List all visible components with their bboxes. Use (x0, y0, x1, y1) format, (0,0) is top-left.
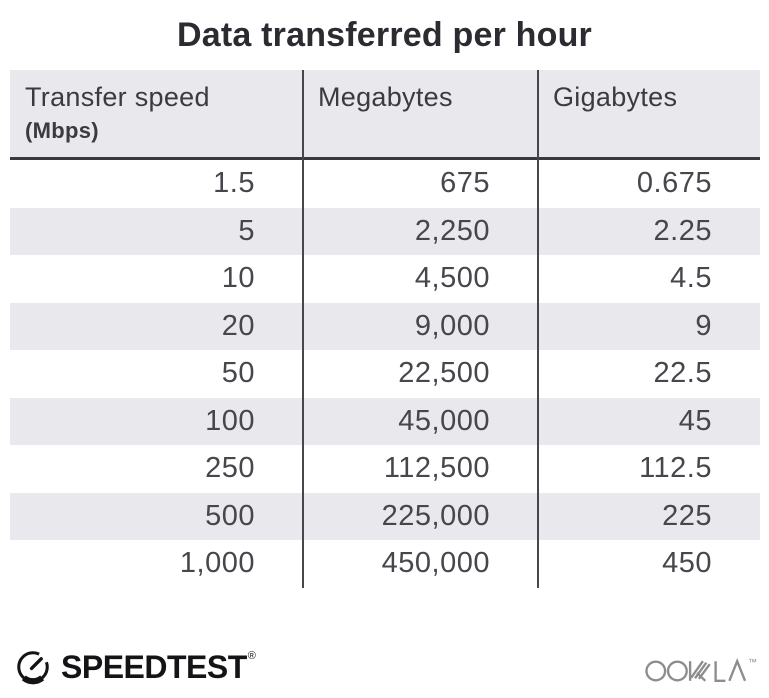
table-cell: 112,500 (383, 452, 490, 485)
table-row: 250 112,500 112.5 (10, 445, 760, 493)
ookla-logo: ™ (645, 655, 757, 687)
table-cell: 9,000 (414, 309, 490, 342)
header-sublabel: (Mbps) (25, 118, 99, 143)
table-cell: 22,500 (398, 357, 490, 390)
header-cell-transfer-speed: Transfer speed (Mbps) (10, 70, 303, 157)
table-row: 100 45,000 45 (10, 397, 760, 445)
table-cell: 45,000 (398, 404, 490, 437)
table-cell: 225 (662, 499, 712, 532)
table-cell: 450,000 (381, 547, 490, 580)
table-cell: 500 (205, 499, 255, 532)
trademark-mark: ™ (748, 657, 757, 667)
table-cell: 20 (221, 309, 255, 342)
table-cell: 22.5 (653, 357, 712, 390)
speedtest-wordmark: SPEEDTEST (61, 648, 247, 685)
table-cell: 1,000 (179, 547, 255, 580)
table-cell: 45 (678, 404, 712, 437)
table-header-row: Transfer speed (Mbps) Megabytes Gigabyte… (10, 70, 760, 160)
header-label: Megabytes (318, 82, 453, 112)
table-cell: 100 (205, 404, 255, 437)
table-row: 10 4,500 4.5 (10, 255, 760, 303)
table-row: 50 22,500 22.5 (10, 350, 760, 398)
table-cell: 112.5 (639, 452, 712, 485)
ookla-wordmark-icon (645, 658, 747, 682)
table-row: 5 2,250 2.25 (10, 207, 760, 255)
data-table: Transfer speed (Mbps) Megabytes Gigabyte… (10, 70, 760, 588)
table-cell: 5 (238, 214, 255, 247)
table-row: 1.5 675 0.675 (10, 160, 760, 208)
table-cell: 250 (205, 452, 255, 485)
speedtest-logo: SPEEDTEST ® (14, 648, 256, 686)
header-label: Transfer speed (25, 82, 210, 112)
table-cell: 225,000 (381, 499, 490, 532)
header-cell-gigabytes: Gigabytes (538, 70, 760, 157)
table-cell: 2.25 (653, 214, 712, 247)
table-cell: 50 (221, 357, 255, 390)
table-cell: 9 (695, 309, 712, 342)
table-row: 20 9,000 9 (10, 302, 760, 350)
table-row: 1,000 450,000 450 (10, 540, 760, 588)
table-cell: 1.5 (213, 167, 255, 200)
table-cell: 0.675 (636, 167, 712, 200)
table-cell: 4.5 (670, 262, 712, 295)
header-label: Gigabytes (553, 82, 678, 112)
table-row: 500 225,000 225 (10, 492, 760, 540)
table-body: 1.5 675 0.675 5 2,250 2.25 10 4,500 4.5 20 9,000 9 5… (10, 160, 760, 588)
registered-trademark-mark: ® (247, 650, 256, 662)
column-divider-right (537, 70, 539, 588)
table-cell: 10 (221, 262, 255, 295)
header-cell-megabytes: Megabytes (303, 70, 538, 157)
table-cell: 675 (440, 167, 490, 200)
table-cell: 4,500 (414, 262, 490, 295)
table-cell: 450 (662, 547, 712, 580)
page-title: Data transferred per hour (177, 16, 592, 54)
table-cell: 2,250 (414, 214, 490, 247)
column-divider-left (302, 70, 304, 588)
speedtest-gauge-icon (17, 651, 49, 685)
